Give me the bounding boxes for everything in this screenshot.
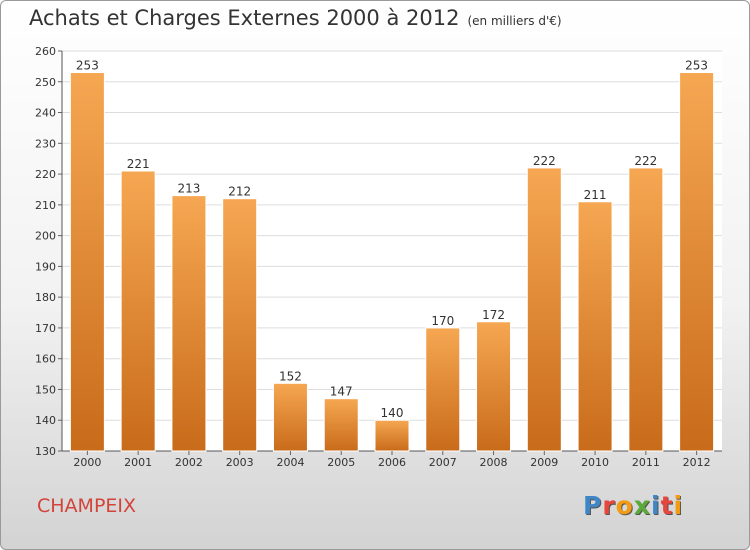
chart-title-text: Achats et Charges Externes 2000 à 2012 <box>29 6 460 30</box>
y-tick-label: 220 <box>35 168 56 181</box>
data-label-2007: 170 <box>431 314 454 328</box>
x-tick-label-2003: 2003 <box>226 456 254 469</box>
brand-letter: r <box>602 491 616 520</box>
data-label-2002: 213 <box>177 182 200 196</box>
chart-title: Achats et Charges Externes 2000 à 2012 (e… <box>29 6 562 30</box>
bar-2000 <box>69 72 105 452</box>
data-label-2010: 211 <box>584 188 607 202</box>
x-tick-label-2000: 2000 <box>73 456 101 469</box>
bar-2011 <box>628 167 664 452</box>
plot-area <box>62 51 722 451</box>
x-tick-label-2008: 2008 <box>480 456 508 469</box>
x-tick-label-2004: 2004 <box>276 456 304 469</box>
y-tick-label: 190 <box>35 260 56 273</box>
brand-letter: t <box>660 491 674 520</box>
bar-2007 <box>425 327 461 452</box>
x-tick-label-2002: 2002 <box>175 456 203 469</box>
brand-letter: x <box>633 491 651 520</box>
bar-2004 <box>272 382 308 452</box>
commune-name: CHAMPEIX <box>37 495 137 517</box>
x-tick-label-2005: 2005 <box>327 456 355 469</box>
bar-2006 <box>374 419 410 452</box>
bar-2002 <box>171 195 207 452</box>
bar-2005 <box>323 398 359 452</box>
data-label-2005: 147 <box>330 385 353 399</box>
y-tick-label: 130 <box>35 445 56 458</box>
x-tick-label-2007: 2007 <box>429 456 457 469</box>
y-tick-label: 180 <box>35 291 56 304</box>
data-label-2000: 253 <box>76 59 99 73</box>
x-tick-label-2001: 2001 <box>124 456 152 469</box>
data-label-2011: 222 <box>634 154 657 168</box>
y-tick-label: 250 <box>35 76 56 89</box>
y-tick-label: 150 <box>35 383 56 396</box>
chart-unit: (en milliers d'€) <box>467 14 562 28</box>
data-label-2006: 140 <box>381 406 404 420</box>
x-tick-label-2006: 2006 <box>378 456 406 469</box>
bar-2012 <box>679 72 715 452</box>
y-tick-label: 160 <box>35 353 56 366</box>
data-label-2003: 212 <box>228 185 251 199</box>
bar-2001 <box>120 170 156 452</box>
data-label-2004: 152 <box>279 369 302 383</box>
bar-2010 <box>577 201 613 452</box>
y-tick-label: 210 <box>35 199 56 212</box>
data-label-2008: 172 <box>482 308 505 322</box>
y-tick-label: 230 <box>35 137 56 150</box>
data-label-2012: 253 <box>685 59 708 73</box>
y-tick-label: 260 <box>35 45 56 58</box>
y-tick-label: 240 <box>35 107 56 120</box>
x-tick-label-2012: 2012 <box>683 456 711 469</box>
x-tick-label-2010: 2010 <box>581 456 609 469</box>
brand-letter: o <box>615 491 634 520</box>
bar-2009 <box>526 167 562 452</box>
bar-2003 <box>222 198 258 452</box>
x-tick-label-2009: 2009 <box>530 456 558 469</box>
brand-letter: i <box>651 491 661 520</box>
brand-logo: Proxiti <box>583 491 683 520</box>
brand-letter: i <box>673 491 684 520</box>
y-tick-label: 140 <box>35 414 56 427</box>
data-label-2001: 221 <box>127 157 150 171</box>
bar-2008 <box>476 321 512 452</box>
y-tick-label: 170 <box>35 322 56 335</box>
y-tick-label: 200 <box>35 230 56 243</box>
data-label-2009: 222 <box>533 154 556 168</box>
x-tick-label-2011: 2011 <box>632 456 660 469</box>
brand-letter: P <box>583 491 603 520</box>
